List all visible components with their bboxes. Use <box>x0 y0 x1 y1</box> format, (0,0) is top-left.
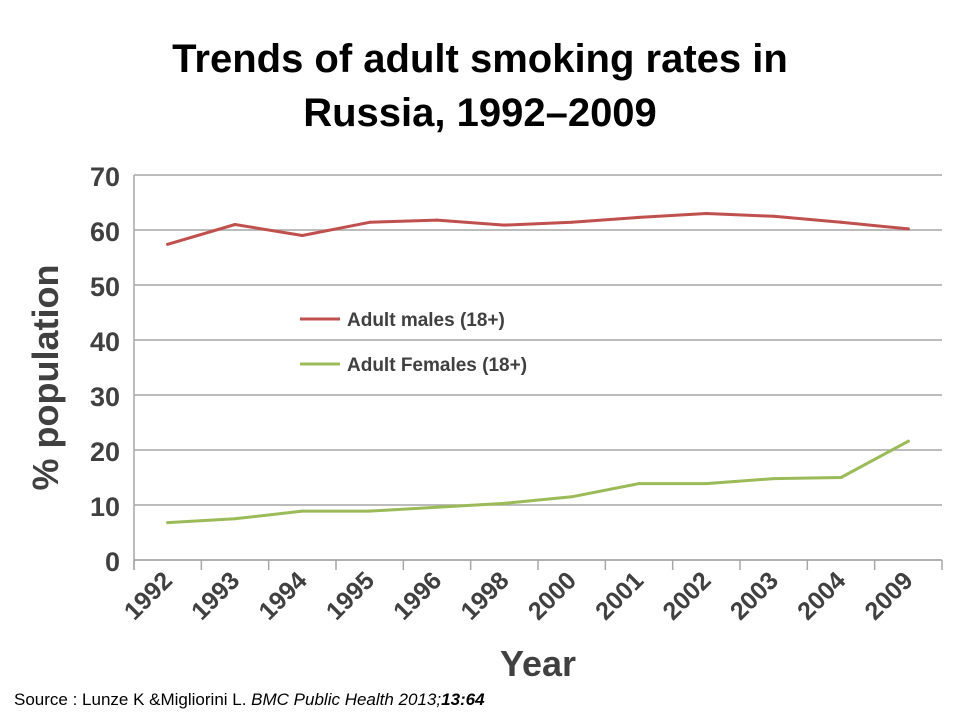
data-point-adult-females-18 <box>300 509 304 513</box>
data-point-adult-females-18 <box>772 477 776 481</box>
data-point-adult-females-18 <box>570 495 574 499</box>
y-tick-label: 40 <box>90 327 120 357</box>
x-tick-label: 2009 <box>859 566 918 625</box>
data-point-adult-females-18 <box>637 482 641 486</box>
source-citation: Source : Lunze K &Migliorini L. BMC Publ… <box>14 690 485 710</box>
x-tick-label: 2004 <box>792 566 851 625</box>
x-tick-label: 2001 <box>590 566 649 625</box>
y-tick-label: 50 <box>90 272 120 302</box>
data-point-adult-females-18 <box>435 505 439 509</box>
data-point-adult-males-18 <box>906 227 910 231</box>
chart-title-line-2: Russia, 1992–2009 <box>303 91 657 135</box>
y-tick-label: 10 <box>90 492 120 522</box>
legend-label: Adult Females (18+) <box>347 355 527 376</box>
chart-title: Trends of adult smoking rates in Russia,… <box>0 32 960 140</box>
x-tick-label: 1998 <box>455 566 514 625</box>
source-prefix: Source : Lunze K &Migliorini L. <box>14 690 252 709</box>
x-tick-label: 1994 <box>253 566 312 625</box>
chart-title-line-1: Trends of adult smoking rates in <box>172 37 788 81</box>
data-point-adult-females-18 <box>906 439 910 443</box>
x-tick-label: 2000 <box>523 566 582 625</box>
legend-label: Adult males (18+) <box>347 310 505 331</box>
data-point-adult-females-18 <box>166 521 170 525</box>
data-point-adult-females-18 <box>368 509 372 513</box>
source-journal: BMC Public Health 2013; <box>251 690 442 709</box>
y-tick-label: 30 <box>90 382 120 412</box>
x-tick-label: 1995 <box>321 566 380 625</box>
x-tick-label: 1993 <box>186 566 245 625</box>
x-tick-label: 2002 <box>657 566 716 625</box>
data-point-adult-males-18 <box>704 212 708 215</box>
x-tick-label: 1996 <box>388 566 447 625</box>
data-point-adult-males-18 <box>435 218 439 222</box>
y-tick-label: 20 <box>90 437 120 467</box>
data-point-adult-males-18 <box>233 223 237 226</box>
y-tick-label: 0 <box>105 547 120 577</box>
y-tick-label: 70 <box>90 162 120 192</box>
data-point-adult-males-18 <box>772 214 776 218</box>
series-line-adult-females-18 <box>166 439 910 525</box>
source-volume: 13:64 <box>441 690 485 709</box>
data-point-adult-males-18 <box>570 220 574 224</box>
y-axis-title: % population <box>25 265 66 491</box>
data-point-adult-females-18 <box>839 476 843 479</box>
data-point-adult-males-18 <box>300 234 304 237</box>
data-point-adult-males-18 <box>368 220 372 224</box>
data-point-adult-males-18 <box>502 223 506 227</box>
data-point-adult-females-18 <box>704 482 708 486</box>
series-line-adult-males-18 <box>166 212 910 246</box>
x-axis-title: Year <box>500 643 576 684</box>
data-point-adult-females-18 <box>233 517 237 521</box>
data-point-adult-males-18 <box>839 220 843 224</box>
data-point-adult-males-18 <box>637 215 641 219</box>
x-tick-label: 1992 <box>119 566 178 625</box>
y-tick-label: 60 <box>90 217 120 247</box>
data-point-adult-males-18 <box>166 242 170 246</box>
data-point-adult-females-18 <box>502 501 506 505</box>
x-tick-label: 2003 <box>725 566 784 625</box>
